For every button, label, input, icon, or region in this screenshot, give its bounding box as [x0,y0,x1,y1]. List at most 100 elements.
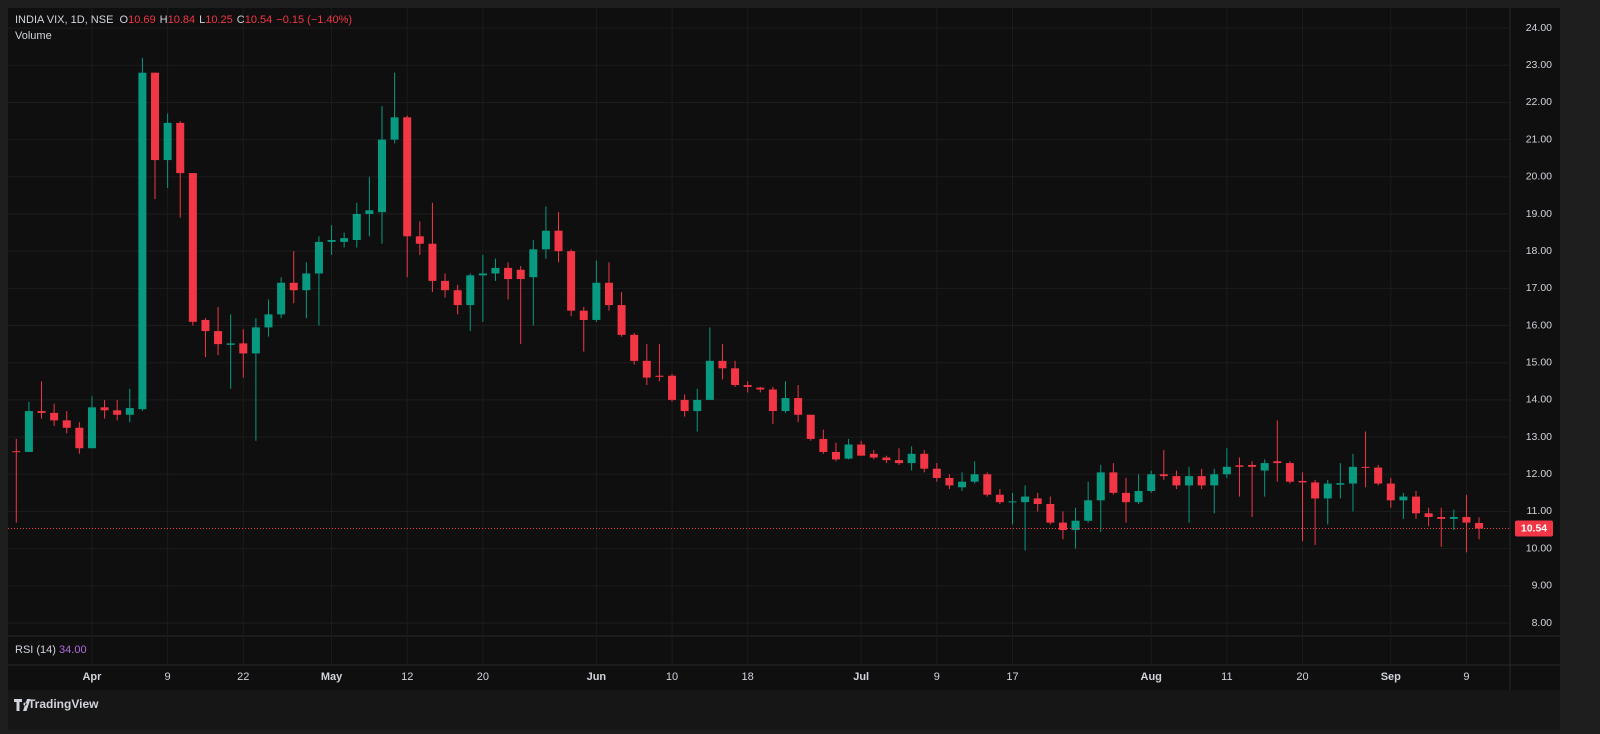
h-value: 10.84 [167,14,196,26]
candle-body [100,407,109,411]
candle-body [1172,476,1181,486]
y-tick-label: 21.00 [1526,133,1552,145]
candle-body [1084,500,1093,521]
x-tick-label: 11 [1221,671,1232,683]
c-value: 10.54 [244,14,273,26]
candle-body [327,240,336,242]
symbol: INDIA VIX, 1D, NSE [15,14,114,26]
candle-body [390,117,399,140]
candle-body [75,427,84,449]
candle-body [932,468,941,478]
c-letter: C [236,14,245,26]
candle-body [1021,496,1030,503]
candle-body [1046,504,1055,523]
candle-body [819,438,828,452]
x-tick-label: Aug [1141,671,1162,683]
candle-body [1348,466,1357,484]
x-tick-label: 9 [934,671,940,683]
candle-body [62,420,71,428]
rsi-label: RSI (14) 34.00 [15,644,87,656]
x-tick-label: 20 [477,671,489,683]
candle-body [920,453,929,469]
candle-body [718,360,727,369]
y-tick-label: 24.00 [1526,22,1552,34]
brand: TradingView [28,697,99,711]
candle-body [1096,472,1105,501]
candle-body [1437,517,1446,519]
y-tick-label: 23.00 [1526,59,1552,71]
candle-body [1361,466,1370,468]
candle-body [1462,517,1471,523]
candles [12,57,1484,553]
y-tick-label: 14.00 [1526,394,1552,406]
h-letter: H [159,14,168,26]
y-tick-label: 8.00 [1532,617,1553,629]
candle-body [12,451,21,453]
x-tick-label: Sep [1381,671,1401,683]
candle-body [1374,467,1383,484]
overlay: 8.00 9.00 10.00 11.00 12.00 13.00 14.00 15.00 16… [8,22,1553,683]
candle-body [592,282,601,320]
y-tick-label: 17.00 [1526,282,1552,294]
candle-body [768,389,777,412]
candle-body [1386,483,1395,501]
volume-label: Volume [15,30,52,42]
candle-body [554,230,563,252]
y-tick-label: 20.00 [1526,171,1552,183]
x-tick-label: 20 [1296,671,1308,683]
candle-body [415,236,424,244]
candle-body [1248,464,1257,467]
candle-body [365,210,374,214]
candle-body [1475,522,1484,529]
rsi-name: RSI (14) [15,644,56,656]
candle-body [314,241,323,274]
candle-body [529,249,538,278]
candle-body [1210,474,1219,486]
candle-body [1033,498,1042,505]
candle-body [831,451,840,460]
x-tick-label: 18 [742,671,754,683]
candle-body [1071,520,1080,531]
candle-body [907,453,916,464]
candle-body [24,411,33,452]
x-tick-label: 12 [401,671,413,683]
candle-body [239,343,248,354]
grid [8,8,1510,665]
y-tick-label: 13.00 [1526,431,1552,443]
candle-body [743,385,752,387]
candle-body [794,398,803,415]
candle-body [1197,476,1206,486]
y-tick-label: 22.00 [1526,96,1552,108]
candle-body [340,238,349,242]
candle-body [1323,483,1332,499]
x-tick-label: May [321,671,343,683]
candle-body [1185,476,1194,486]
candle-body [428,243,437,281]
candle-body [617,305,626,335]
candle-body [995,494,1004,503]
candle-body [693,399,702,412]
footer [8,690,1560,730]
candle-body [453,290,462,306]
x-tick-label: 9 [165,671,171,683]
o-value: 10.69 [128,14,156,26]
candle-body [567,251,576,311]
candle-body [806,414,815,439]
l-letter: L [199,14,206,26]
candle-body [1298,480,1307,483]
candle-body [87,407,96,449]
x-tick-label: Apr [82,671,102,683]
candle-body [1134,490,1143,503]
candle-body [466,275,475,306]
candle-body [1260,463,1269,471]
price-label-box [1515,520,1553,537]
candle-body [756,387,765,390]
rsi-value: 34.00 [59,644,87,656]
y-tick-label: 18.00 [1526,245,1552,257]
candle-body [668,375,677,400]
x-tick-label: 10 [666,671,678,683]
candle-body [516,269,525,280]
y-tick-label: 12.00 [1526,468,1552,480]
x-tick-label: Jun [587,671,607,683]
